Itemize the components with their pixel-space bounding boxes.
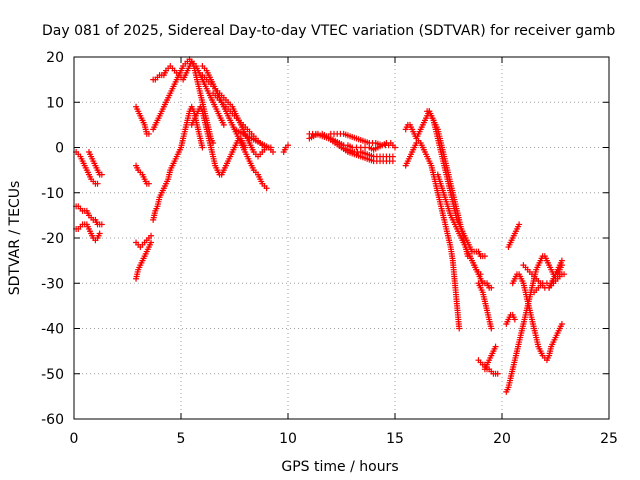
data-point <box>98 171 105 178</box>
series-s20 <box>327 130 392 149</box>
data-point <box>148 232 155 239</box>
series-s21 <box>338 144 396 160</box>
x-tick-label: 20 <box>493 431 511 447</box>
series-s3 <box>73 203 105 228</box>
grid <box>73 56 610 420</box>
y-tick-label: -30 <box>41 276 64 292</box>
series-s31 <box>509 271 565 364</box>
y-tick-label: 0 <box>55 141 64 157</box>
data-point <box>561 271 568 278</box>
data-point <box>389 153 396 160</box>
series-s9 <box>150 103 206 223</box>
data-point <box>145 180 152 187</box>
x-tick-label: 10 <box>279 431 297 447</box>
series-s26 <box>471 262 495 291</box>
series-s17 <box>280 142 291 156</box>
data-point <box>285 142 291 149</box>
series-s32 <box>505 221 523 251</box>
y-axis-label: SDTVAR / TECUs <box>7 181 23 296</box>
x-axis-label: GPS time / hours <box>281 459 398 475</box>
series-s27 <box>475 280 495 332</box>
data-point <box>456 325 463 332</box>
plot-frame <box>73 56 610 420</box>
data-point <box>511 316 518 323</box>
data-point <box>220 121 227 128</box>
x-tick-label: 5 <box>177 431 186 447</box>
series-s5 <box>133 239 155 282</box>
series-s11 <box>150 58 227 128</box>
data-point <box>148 239 155 246</box>
series-s36 <box>546 257 565 291</box>
tick-labels: 0 5 10 15 20 25 20 10 0 -10 -20 -30 -40 -50 -60 <box>41 50 618 447</box>
chart-title: Day 081 of 2025, Sidereal Day-to-day VTE… <box>42 23 615 39</box>
data-point <box>558 257 565 264</box>
series-s1 <box>73 149 101 187</box>
data-point <box>145 130 152 137</box>
data-point <box>392 144 398 151</box>
series-s6 <box>133 232 155 251</box>
series-s25 <box>434 171 484 278</box>
y-tick-label: -60 <box>41 412 64 428</box>
data-point <box>94 180 101 187</box>
y-tick-label: -20 <box>41 231 64 247</box>
data-point <box>558 320 565 327</box>
data-point <box>516 221 523 228</box>
y-tick-label: -40 <box>41 322 64 338</box>
data-point <box>199 144 206 151</box>
y-tick-label: 20 <box>46 50 64 66</box>
data-point <box>263 185 270 192</box>
y-tick-label: -10 <box>41 186 64 202</box>
series-s24 <box>424 108 488 260</box>
y-tick-label: -50 <box>41 367 64 383</box>
series-s4 <box>73 221 103 244</box>
y-tick-label: 10 <box>46 95 64 111</box>
x-tick-label: 0 <box>70 431 79 447</box>
data-point <box>481 253 488 260</box>
data-marks <box>73 56 568 395</box>
series-s30 <box>503 253 565 395</box>
series-s29 <box>481 343 499 373</box>
data-point <box>96 230 103 237</box>
data-point <box>98 221 105 228</box>
data-point <box>488 284 495 291</box>
series-s22 <box>402 137 463 332</box>
data-point <box>488 325 495 332</box>
series-s2 <box>85 149 105 178</box>
data-point <box>385 142 392 149</box>
series-s33 <box>503 311 518 327</box>
series-s8 <box>133 103 152 137</box>
series-s7 <box>133 162 152 187</box>
data-point <box>492 343 499 350</box>
x-tick-label: 25 <box>600 431 618 447</box>
series-s16 <box>231 126 277 156</box>
data-point <box>494 370 501 377</box>
x-tick-label: 15 <box>386 431 404 447</box>
data-point <box>270 149 277 156</box>
series-s35 <box>531 271 568 296</box>
